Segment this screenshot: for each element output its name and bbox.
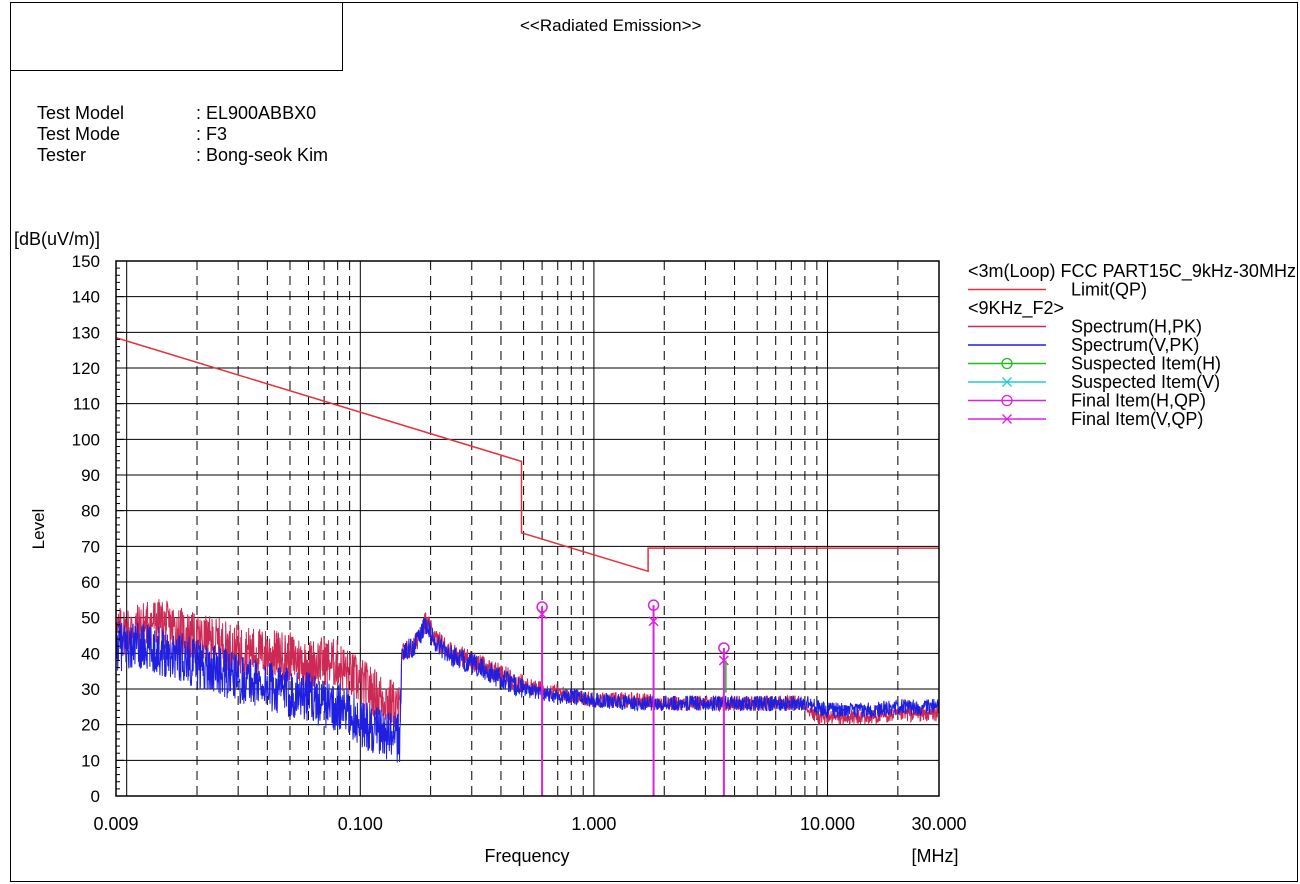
x-tick-label: 1.000	[571, 814, 616, 834]
y-tick-label: 120	[72, 359, 100, 378]
y-axis-title: Level	[29, 509, 48, 550]
y-tick-label: 100	[72, 430, 100, 449]
y-tick-label: 140	[72, 288, 100, 307]
report-title: <<Radiated Emission>>	[520, 16, 702, 35]
legend-entry-label: Spectrum(H,PK)	[1071, 317, 1202, 337]
spectrum-v-line	[116, 617, 939, 763]
legend-entry-label: Final Item(V,QP)	[1071, 409, 1203, 429]
x-axis-unit: [MHz]	[912, 846, 959, 866]
y-tick-label: 40	[81, 644, 100, 663]
plot-frame	[115, 260, 940, 797]
final-item-h-marker	[718, 642, 730, 654]
y-tick-label: 0	[91, 787, 100, 806]
legend-header: <9KHz_F2>	[968, 298, 1064, 319]
y-axis-unit: [dB(uV/m)]	[14, 229, 100, 249]
y-tick-label: 90	[81, 466, 100, 485]
test-info-labels: Test Model Test Mode Tester	[37, 103, 124, 166]
y-tick-label: 30	[81, 680, 100, 699]
y-tick-label: 20	[81, 716, 100, 735]
info-value-test-mode: : F3	[196, 124, 228, 144]
legend-cross-marker	[1002, 414, 1012, 424]
limit-line	[116, 336, 939, 573]
final-item-v-marker	[537, 609, 548, 620]
y-tick-label: 130	[72, 323, 100, 342]
x-tick-label: 0.009	[93, 814, 138, 834]
test-info-values: : EL900ABBX0 : F3 : Bong-seok Kim	[196, 103, 328, 166]
info-label-test-mode: Test Mode	[37, 124, 121, 144]
final-item-v-marker	[718, 655, 729, 666]
y-tick-label: 10	[81, 751, 100, 770]
plot-series	[116, 336, 939, 796]
legend-entry-label: Limit(QP)	[1071, 280, 1147, 300]
y-tick-label: 50	[81, 609, 100, 628]
legend-circle-marker	[1001, 394, 1013, 407]
legend-header: <3m(Loop) FCC PART15C_9kHz-30MHz>	[968, 261, 1300, 282]
report-frame	[10, 2, 1298, 882]
x-tick-label: 10.000	[800, 814, 855, 834]
final-item-h-marker	[647, 599, 660, 611]
legend-entry-label: Suspected Item(H)	[1071, 354, 1221, 374]
y-tick-label: 80	[81, 502, 100, 521]
legend-cross-marker	[1002, 377, 1012, 387]
x-tick-label: 30.000	[911, 814, 966, 834]
legend-entry-label: Final Item(H,QP)	[1071, 391, 1206, 411]
legend-entry-label: Suspected Item(V)	[1071, 372, 1220, 392]
plot-axes	[115, 260, 940, 797]
info-label-tester: Tester	[37, 145, 87, 165]
x-tick-label: 0.100	[338, 814, 383, 834]
legend: <3m(Loop) FCC PART15C_9kHz-30MHz>Limit(Q…	[968, 261, 1300, 429]
y-tick-label: 150	[72, 252, 100, 271]
y-tick-label: 60	[81, 573, 100, 592]
y-tick-label: 110	[73, 395, 100, 414]
info-label-test-model: Test Model	[37, 103, 125, 123]
axis-labels: 0 10 20 30 40 50 60 70 80 90 100 110 120 130 140 150 0.0…	[14, 229, 967, 866]
info-value-tester: : Bong-seok Kim	[196, 145, 329, 165]
info-value-test-model: : EL900ABBX0	[196, 103, 317, 123]
final-item-v-marker	[648, 616, 659, 627]
header-blank-box	[10, 2, 343, 71]
y-tick-label: 70	[81, 537, 100, 556]
legend-circle-marker	[1001, 357, 1013, 370]
legend-entry-label: Spectrum(V,PK)	[1071, 335, 1199, 355]
x-axis-title: Frequency	[484, 846, 569, 866]
final-item-h-marker	[536, 601, 548, 613]
